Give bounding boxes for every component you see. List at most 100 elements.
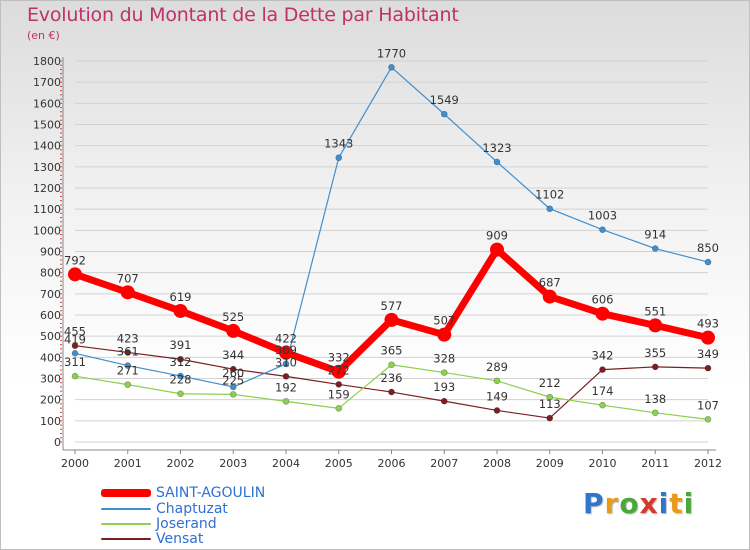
logo-letter: x [639, 487, 659, 520]
x-tick-label: 2011 [641, 457, 669, 470]
data-label-vensat: 272 [328, 363, 350, 377]
y-tick-label: 0 [54, 436, 61, 449]
data-label-chaptuzat: 369 [275, 343, 297, 357]
data-point-vensat [704, 364, 712, 372]
logo-letter: i [658, 487, 670, 520]
data-label-vensat: 355 [644, 346, 666, 360]
y-tick-label: 100 [40, 415, 61, 428]
data-label-joserand: 228 [170, 373, 192, 387]
data-point-chaptuzat [388, 64, 395, 71]
data-point-chaptuzat [335, 154, 343, 162]
data-label-joserand: 289 [486, 360, 508, 374]
logo-letter: i [683, 487, 695, 520]
data-label-chaptuzat: 361 [117, 345, 139, 359]
data-point-joserand [651, 409, 659, 417]
data-point-vensat [124, 349, 132, 356]
data-point-joserand [546, 393, 554, 401]
data-label-chaptuzat: 1003 [588, 209, 617, 223]
data-point-joserand [440, 369, 448, 376]
y-tick-label: 1500 [33, 119, 61, 132]
data-point-vensat [282, 373, 290, 380]
logo-letter: P [583, 487, 605, 520]
axes: 0 100 200 300 400 500 600 700 800 900 1000 1100 1200… [33, 55, 722, 470]
data-point-joserand [229, 391, 237, 398]
x-tick-label: 2010 [589, 457, 617, 470]
data-label-saint-agoulin: 792 [64, 253, 86, 267]
y-tick-label: 1200 [33, 182, 61, 195]
y-tick-label: 1000 [33, 224, 61, 237]
data-label-joserand: 159 [328, 387, 350, 401]
y-tick-label: 1300 [33, 161, 61, 174]
data-label-saint-agoulin: 687 [539, 276, 561, 290]
data-label-joserand: 271 [117, 364, 139, 378]
data-label-chaptuzat: 1102 [535, 188, 564, 202]
data-point-chaptuzat [71, 350, 79, 357]
legend-item-joserand[interactable]: Joserand [101, 516, 401, 532]
data-point-vensat [440, 397, 448, 405]
data-point-saint-agoulin [331, 364, 346, 379]
data-point-saint-agoulin [490, 242, 504, 257]
logo-letter: t [669, 487, 684, 520]
data-label-saint-agoulin: 551 [644, 304, 666, 318]
data-label-saint-agoulin: 909 [486, 229, 508, 243]
x-tick-label: 2006 [378, 457, 406, 470]
data-label-vensat: 193 [433, 380, 455, 394]
y-tick-label: 1800 [33, 55, 61, 68]
data-label-vensat: 344 [222, 348, 244, 362]
y-tick-label: 1600 [33, 97, 61, 110]
data-point-joserand [599, 401, 606, 409]
data-point-vensat [335, 381, 343, 388]
data-point-saint-agoulin [384, 312, 399, 327]
data-label-saint-agoulin: 507 [433, 314, 455, 328]
data-label-vensat: 391 [170, 338, 192, 352]
data-point-vensat [177, 355, 184, 363]
y-tick-label: 700 [40, 288, 61, 301]
x-tick-label: 2004 [272, 457, 300, 470]
data-point-vensat [599, 366, 606, 373]
data-label-saint-agoulin: 525 [222, 310, 244, 324]
data-label-joserand: 328 [433, 352, 455, 366]
x-tick-label: 2012 [694, 457, 722, 470]
data-point-chaptuzat [704, 258, 712, 266]
data-label-vensat: 310 [275, 355, 297, 369]
x-tick-label: 2000 [61, 457, 89, 470]
data-label-chaptuzat: 1770 [377, 46, 406, 60]
data-point-saint-agoulin [173, 303, 188, 318]
data-point-saint-agoulin [437, 327, 452, 342]
legend-item-vensat[interactable]: Vensat [101, 531, 401, 547]
data-point-joserand [71, 372, 79, 380]
x-tick-label: 2003 [219, 457, 247, 470]
data-label-saint-agoulin: 493 [697, 317, 719, 331]
data-point-saint-agoulin [648, 318, 663, 333]
data-point-chaptuzat [651, 245, 659, 252]
data-label-joserand: 138 [644, 392, 666, 406]
data-point-joserand [335, 405, 343, 412]
y-tick-label: 500 [40, 330, 61, 343]
data-label-saint-agoulin: 606 [592, 293, 614, 307]
y-tick-label: 800 [40, 267, 61, 280]
data-label-joserand: 212 [539, 376, 561, 390]
series-layer [68, 64, 715, 423]
data-point-vensat [229, 365, 237, 373]
x-tick-label: 2009 [536, 457, 564, 470]
data-label-vensat: 342 [592, 349, 614, 363]
data-point-chaptuzat [546, 205, 554, 213]
y-tick-label: 1100 [33, 203, 61, 216]
data-point-saint-agoulin [68, 267, 82, 282]
data-label-chaptuzat: 1343 [324, 137, 353, 151]
data-point-joserand [177, 390, 184, 398]
legend-item-chaptuzat[interactable]: Chaptuzat [101, 501, 401, 517]
data-label-joserand: 365 [381, 344, 403, 358]
y-tick-label: 900 [40, 246, 61, 259]
data-label-joserand: 174 [592, 384, 614, 398]
legend-label-vensat: Vensat [156, 531, 204, 547]
data-point-joserand [124, 381, 132, 388]
data-point-saint-agoulin [595, 306, 610, 321]
y-tick-label: 200 [40, 394, 61, 407]
legend-item-saint-agoulin[interactable]: SAINT-AGOULIN [101, 485, 401, 501]
legend-label-saint-agoulin: SAINT-AGOULIN [156, 485, 266, 501]
data-labels-layer: 419 361 312 260 369 1343 1770 1549 1323 1102 1003 9… [64, 46, 719, 412]
data-label-saint-agoulin: 707 [117, 271, 139, 285]
